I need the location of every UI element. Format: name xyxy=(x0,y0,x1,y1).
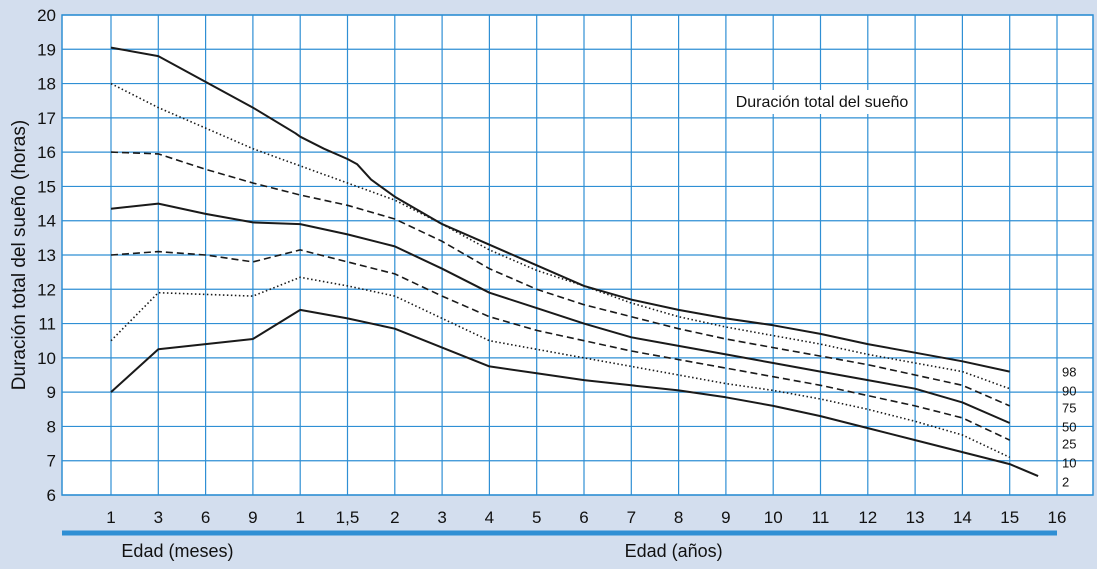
y-tick-label: 7 xyxy=(47,452,56,471)
x-tick-label: 6 xyxy=(201,508,210,527)
plot-border xyxy=(61,14,1094,496)
y-tick-labels: 6 7 8 9 10 11 12 13 14 15 16 17 18 19 20 xyxy=(37,6,56,505)
y-tick-label: 17 xyxy=(37,109,56,128)
y-tick-label: 12 xyxy=(37,280,56,299)
x-tick-label: 3 xyxy=(154,508,163,527)
y-tick-label: 14 xyxy=(37,212,56,231)
series-line-p2 xyxy=(110,308,1039,478)
x-axis-group-label: Edad (años) xyxy=(625,541,723,561)
x-tick-label: 1,5 xyxy=(336,508,360,527)
series-line-p25 xyxy=(110,249,1011,441)
series-line-p98 xyxy=(110,46,1010,373)
x-tick-label: 13 xyxy=(906,508,925,527)
series-label-p2: 2 xyxy=(1062,474,1069,489)
y-tick-label: 18 xyxy=(37,75,56,94)
x-tick-label: 1 xyxy=(106,508,115,527)
x-tick-label: 9 xyxy=(721,508,730,527)
x-tick-label: 14 xyxy=(953,508,972,527)
x-tick-label: 9 xyxy=(248,508,257,527)
series-line-p90 xyxy=(110,82,1010,390)
series-labels: 98 90 75 50 25 10 2 xyxy=(1062,365,1076,490)
chart-title: Duración total del sueño xyxy=(736,94,909,111)
y-axis-label: Duración total del sueño (horas) xyxy=(9,120,30,390)
y-tick-label: 10 xyxy=(37,349,56,368)
y-tick-label: 19 xyxy=(37,40,56,59)
x-tick-label: 8 xyxy=(674,508,683,527)
y-tick-label: 9 xyxy=(47,383,56,402)
series-lines xyxy=(110,46,1039,478)
y-tick-label: 20 xyxy=(37,6,56,25)
y-tick-label: 8 xyxy=(47,417,56,436)
y-tick-label: 13 xyxy=(37,246,56,265)
x-tick-label: 16 xyxy=(1048,508,1067,527)
x-tick-label: 11 xyxy=(812,508,830,527)
series-label-p75: 75 xyxy=(1062,401,1076,416)
x-tick-label: 12 xyxy=(858,508,877,527)
x-tick-label: 5 xyxy=(532,508,541,527)
series-label-p25: 25 xyxy=(1062,437,1076,452)
x-tick-label: 6 xyxy=(579,508,588,527)
y-tick-label: 11 xyxy=(38,315,56,334)
x-tick-label: 2 xyxy=(390,508,399,527)
x-axis-group-label: Edad (meses) xyxy=(121,541,233,561)
series-label-p10: 10 xyxy=(1062,455,1076,470)
series-label-p50: 50 xyxy=(1062,419,1076,434)
y-tick-label: 6 xyxy=(47,486,56,505)
x-tick-label: 4 xyxy=(485,508,494,527)
x-tick-label: 3 xyxy=(437,508,446,527)
series-line-p50 xyxy=(110,202,1011,424)
series-line-p75 xyxy=(110,151,1011,407)
chart-title-background xyxy=(730,90,914,114)
x-tick-label: 1 xyxy=(295,508,304,527)
grid-lines xyxy=(61,14,1094,496)
x-tick-label: 15 xyxy=(1000,508,1019,527)
x-axis-groups: Edad (meses) Edad (años) xyxy=(62,530,1057,561)
x-tick-label: 10 xyxy=(764,508,783,527)
series-label-p98: 98 xyxy=(1062,365,1076,380)
x-tick-labels: 1 3 6 9 1 1,5 2 3 4 5 6 7 8 9 10 11 12 13 14 15 16 xyxy=(106,508,1066,527)
y-tick-label: 16 xyxy=(37,143,56,162)
y-tick-label: 15 xyxy=(37,177,56,196)
series-label-p90: 90 xyxy=(1062,383,1076,398)
x-tick-label: 7 xyxy=(627,508,636,527)
